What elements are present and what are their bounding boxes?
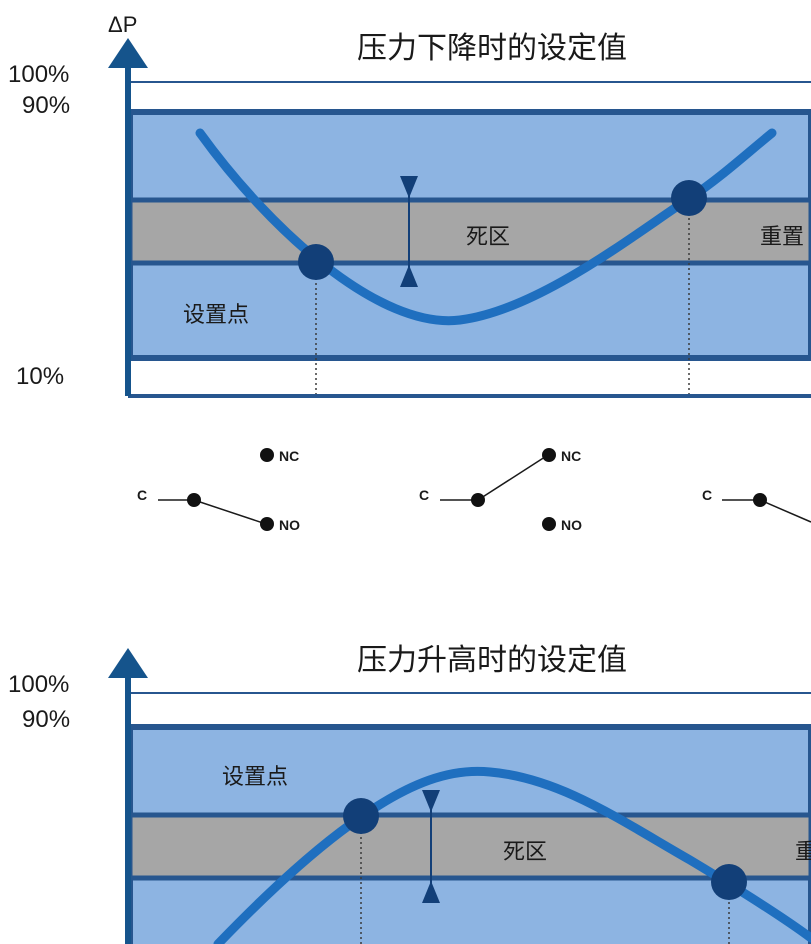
switch-state-2: C NC NO [419,448,582,533]
switch2-nc-label: NC [561,448,581,464]
axis-symbol: ΔP [108,12,137,37]
switch3-c-label: C [702,487,712,503]
diagram-pressure-falling: ΔP 压力下降时的设定值 100% 90% 10% 死区 设置点 重置 [8,12,811,398]
switch3-blade [759,499,811,523]
diagram-pressure-rising: 压力升高时的设定值 100% 90% 设置点 死区 重 [8,643,811,944]
switch2-no-label: NO [561,517,582,533]
switch2-nc-terminal [542,448,556,462]
setpoint-marker [298,244,334,280]
switch2-blade [477,454,549,501]
pressure-curve [195,128,777,326]
deadband-label: 死区 [466,225,510,250]
switch1-nc-terminal [260,448,274,462]
deadband-band [127,197,811,266]
switch1-no-label: NO [279,517,300,533]
label-90-2: 90% [22,706,70,733]
label-100-2: 100% [8,671,69,698]
y-axis-arrow-icon-2 [108,648,148,678]
reset-label: 重置 [760,225,804,250]
switch-state-3: C [702,487,811,523]
switch1-c-terminal [187,493,201,507]
switch2-c-label: C [419,487,429,503]
label-100: 100% [8,61,69,88]
reset-marker-2 [711,864,747,900]
switch1-no-terminal [260,517,274,531]
switch1-c-label: C [137,487,147,503]
switch1-nc-label: NC [279,448,299,464]
setpoint-label: 设置点 [183,303,249,328]
deadband-arrow-down-icon [400,176,418,198]
switch3-c-terminal [753,493,767,507]
switch1-blade [193,499,267,525]
label-10: 10% [16,363,64,390]
switch2-c-terminal [471,493,485,507]
deadband-arrow-up-icon-2 [422,881,440,903]
setpoint-marker-2 [343,798,379,834]
y-axis-arrow-icon [108,38,148,68]
reset-marker [671,180,707,216]
diagram1-title: 压力下降时的设定值 [357,31,627,66]
deadband-label-2: 死区 [503,840,547,865]
switch-state-1: C NC NO [137,448,300,533]
deadband-arrow-up-icon [400,265,418,287]
switch2-no-terminal [542,517,556,531]
reset-label-2: 重 [795,840,811,865]
deadband-arrow-down-icon-2 [422,790,440,812]
label-90: 90% [22,92,70,119]
setpoint-label-2: 设置点 [222,765,288,790]
diagram2-title: 压力升高时的设定值 [357,643,627,678]
